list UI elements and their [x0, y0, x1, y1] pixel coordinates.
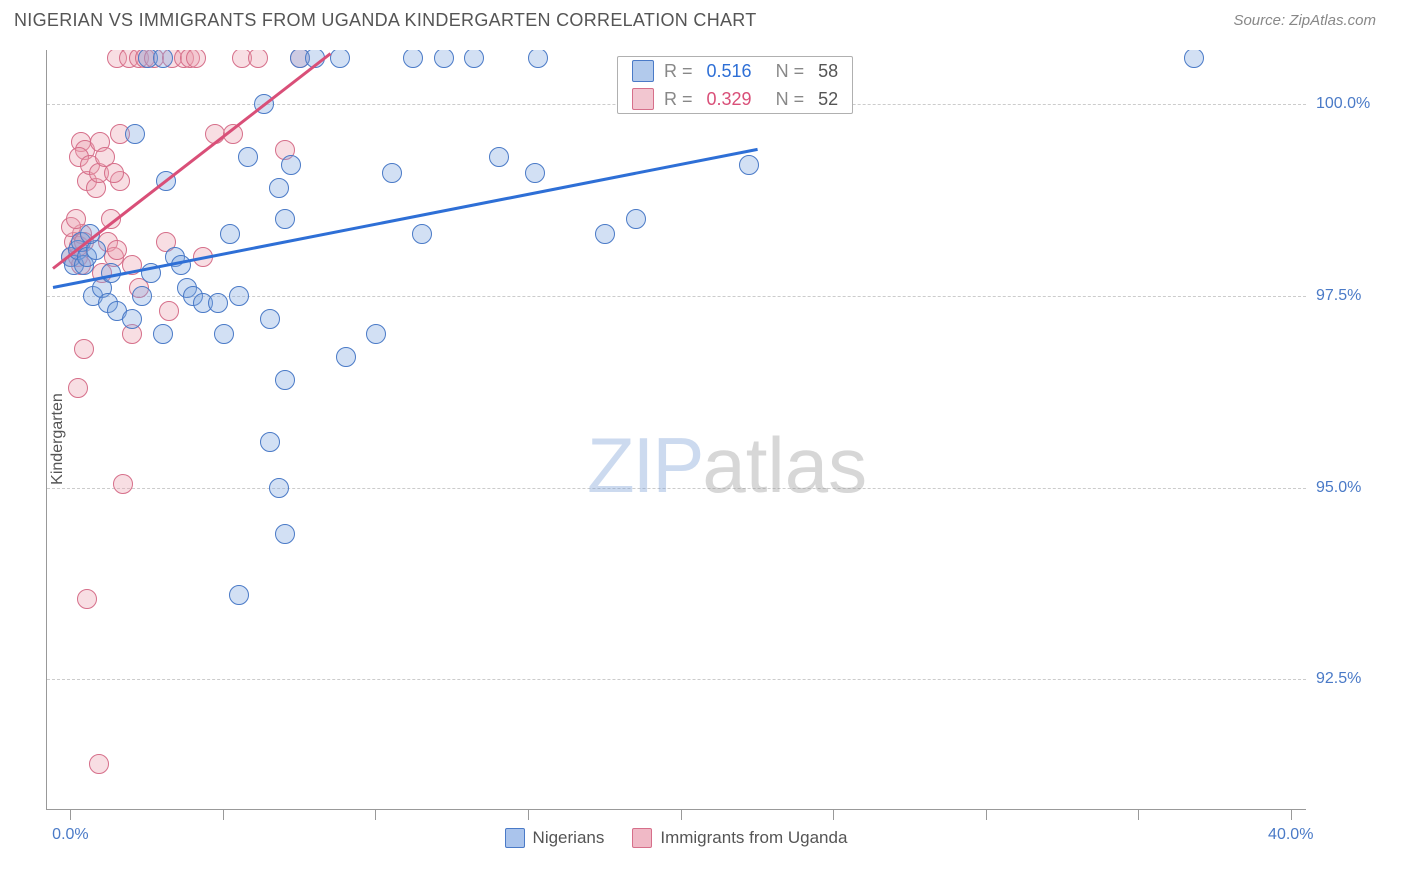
x-tick: [833, 810, 834, 820]
legend-n-value: 52: [818, 89, 838, 110]
legend-item: Immigrants from Uganda: [632, 828, 847, 848]
x-tick: [70, 810, 71, 820]
legend-correlation: R = 0.516 N = 58 R = 0.329 N = 52: [617, 56, 853, 114]
scatter-point: [489, 147, 509, 167]
scatter-point: [382, 163, 402, 183]
scatter-point: [269, 478, 289, 498]
scatter-point: [229, 286, 249, 306]
legend-row: R = 0.329 N = 52: [618, 85, 852, 113]
x-tick: [1138, 810, 1139, 820]
scatter-point: [159, 301, 179, 321]
trend-line: [53, 148, 758, 289]
x-tick: [681, 810, 682, 820]
scatter-point: [595, 224, 615, 244]
plot-inner: ZIPatlas R = 0.516 N = 58 R = 0.329 N = 52: [47, 50, 1306, 809]
scatter-point: [403, 50, 423, 68]
scatter-point: [220, 224, 240, 244]
legend-swatch: [632, 828, 652, 848]
gridline: [47, 679, 1306, 680]
scatter-point: [214, 324, 234, 344]
scatter-point: [107, 240, 127, 260]
x-tick: [223, 810, 224, 820]
scatter-point: [330, 50, 350, 68]
scatter-point: [336, 347, 356, 367]
scatter-point: [104, 163, 124, 183]
scatter-point: [260, 309, 280, 329]
scatter-point: [248, 50, 268, 68]
scatter-point: [739, 155, 759, 175]
gridline: [47, 488, 1306, 489]
watermark: ZIPatlas: [587, 420, 867, 511]
legend-n-label: N =: [776, 61, 805, 82]
y-tick-label: 100.0%: [1316, 95, 1370, 113]
scatter-point: [238, 147, 258, 167]
scatter-point: [412, 224, 432, 244]
scatter-point: [113, 474, 133, 494]
scatter-point: [77, 589, 97, 609]
y-tick-label: 92.5%: [1316, 670, 1361, 688]
scatter-point: [528, 50, 548, 68]
legend-r-label: R =: [664, 61, 693, 82]
y-tick-label: 95.0%: [1316, 479, 1361, 497]
scatter-point: [366, 324, 386, 344]
legend-r-value: 0.329: [707, 89, 752, 110]
scatter-point: [68, 378, 88, 398]
scatter-point: [1184, 50, 1204, 68]
scatter-point: [525, 163, 545, 183]
legend-r-label: R =: [664, 89, 693, 110]
scatter-point: [464, 50, 484, 68]
source-credit: Source: ZipAtlas.com: [1233, 12, 1376, 29]
scatter-point: [434, 50, 454, 68]
x-tick: [986, 810, 987, 820]
legend-swatch: [505, 828, 525, 848]
legend-r-value: 0.516: [707, 61, 752, 82]
x-tick-label: 40.0%: [1268, 826, 1313, 844]
legend-label: Nigerians: [533, 828, 605, 848]
header-bar: NIGERIAN VS IMMIGRANTS FROM UGANDA KINDE…: [0, 0, 1406, 41]
scatter-point: [122, 309, 142, 329]
scatter-point: [132, 286, 152, 306]
scatter-point: [208, 293, 228, 313]
x-tick: [1291, 810, 1292, 820]
scatter-point: [281, 155, 301, 175]
legend-label: Immigrants from Uganda: [660, 828, 847, 848]
x-tick: [528, 810, 529, 820]
scatter-point: [275, 370, 295, 390]
legend-n-label: N =: [776, 89, 805, 110]
scatter-point: [260, 432, 280, 452]
scatter-point: [229, 585, 249, 605]
scatter-point: [275, 209, 295, 229]
scatter-point: [153, 324, 173, 344]
x-tick: [375, 810, 376, 820]
y-tick-label: 97.5%: [1316, 287, 1361, 305]
x-tick-label: 0.0%: [52, 826, 88, 844]
scatter-point: [89, 754, 109, 774]
plot-area: ZIPatlas R = 0.516 N = 58 R = 0.329 N = 52: [46, 50, 1306, 810]
legend-n-value: 58: [818, 61, 838, 82]
scatter-point: [275, 524, 295, 544]
chart-title: NIGERIAN VS IMMIGRANTS FROM UGANDA KINDE…: [14, 10, 757, 31]
legend-item: Nigerians: [505, 828, 605, 848]
legend-swatch: [632, 60, 654, 82]
scatter-point: [74, 339, 94, 359]
scatter-point: [626, 209, 646, 229]
legend-swatch: [632, 88, 654, 110]
chart-container: Kindergarten ZIPatlasR =0.516N =58R =0.3…: [46, 50, 1376, 850]
scatter-point: [125, 124, 145, 144]
legend-row: R = 0.516 N = 58: [618, 57, 852, 85]
scatter-point: [269, 178, 289, 198]
legend-bottom: Nigerians Immigrants from Uganda: [46, 828, 1306, 848]
scatter-point: [186, 50, 206, 68]
